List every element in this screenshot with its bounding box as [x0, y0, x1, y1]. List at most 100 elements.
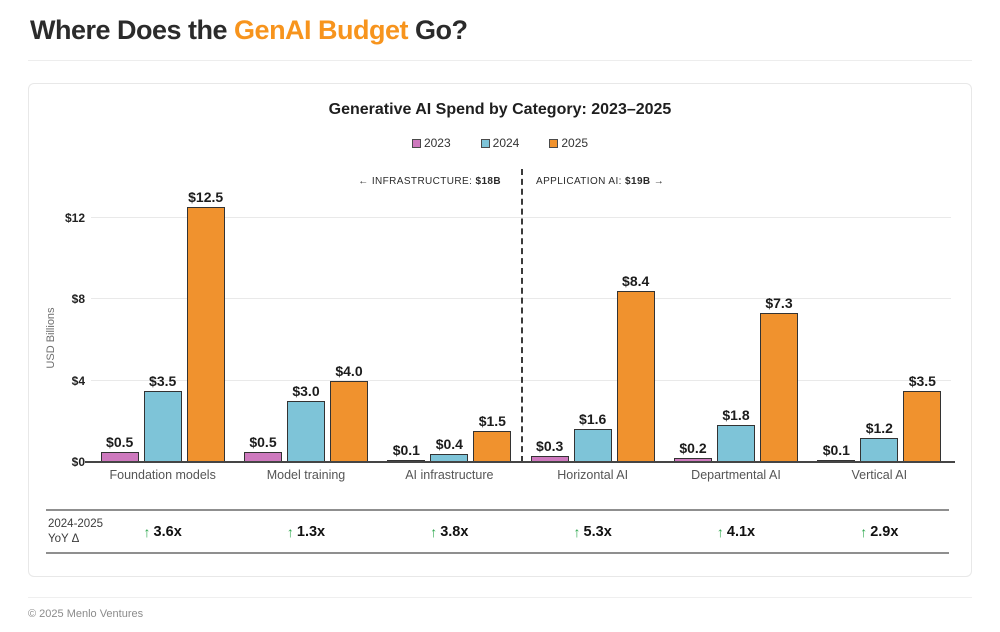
- bar-group: $0.5 $3.5 $12.5: [91, 181, 234, 462]
- annotation-application: APPLICATION AI: $19B →: [536, 176, 664, 187]
- yoy-table: 2024-2025 YoY Δ ↑ 3.6x ↑ 1.3x ↑ 3.8x ↑ 5.3x ↑ 4.1…: [46, 509, 949, 554]
- arrow-up-icon: ↑: [573, 523, 581, 540]
- category-label: Vertical AI: [851, 468, 908, 482]
- bar-2025: $3.5: [903, 373, 942, 462]
- bar-value-label: $1.5: [478, 413, 506, 430]
- yoy-cell: ↑ 1.3x: [234, 511, 377, 552]
- legend-item-2023: 2023: [411, 136, 451, 150]
- annotation-infrastructure: ← INFRASTRUCTURE: $18B: [358, 176, 501, 187]
- bar-value-label: $3.5: [149, 372, 177, 389]
- legend-swatch-icon: [411, 138, 421, 148]
- plot-area: USD Billions $0 $4 $8 $12 $0.5 $3.5 $12.5 Found…: [45, 169, 955, 482]
- bar-2023: $0.1: [387, 442, 426, 462]
- arrow-up-icon: ↑: [286, 523, 294, 540]
- legend-label: 2024: [492, 136, 520, 150]
- category-label: Departmental AI: [691, 468, 781, 482]
- legend-item-2025: 2025: [549, 136, 588, 150]
- bar-2023: $0.5: [100, 434, 139, 462]
- bar-2025: $7.3: [759, 295, 798, 462]
- bar-value-label: $7.3: [765, 295, 793, 312]
- bar-value-label: $4.0: [335, 362, 363, 379]
- bar-2023: $0.5: [243, 434, 282, 462]
- yoy-value: 1.3x: [296, 523, 326, 540]
- annotation-infrastructure-label: ← INFRASTRUCTURE:: [358, 176, 476, 187]
- bar-value-label: $3.0: [292, 382, 320, 399]
- category-label: AI infrastructure: [405, 468, 494, 482]
- bar-2023: $0.1: [817, 442, 856, 462]
- bar-value-label: $0.5: [249, 433, 277, 450]
- arrow-up-icon: ↑: [143, 523, 151, 540]
- bar-value-label: $0.2: [679, 439, 707, 456]
- annotation-application-label: APPLICATION AI:: [536, 176, 626, 187]
- yoy-row-label: 2024-2025 YoY Δ: [48, 517, 103, 547]
- yoy-cell: ↑ 5.3x: [521, 511, 664, 552]
- arrow-right-icon: →: [653, 176, 665, 187]
- bar-value-label: $0.1: [392, 441, 420, 458]
- bar-group: $0.2 $1.8 $7.3: [664, 181, 807, 462]
- yoy-value: 2.9x: [870, 523, 899, 540]
- legend-label: 2023: [423, 136, 451, 150]
- bar-2025: $8.4: [616, 273, 655, 462]
- bar-group: $0.1 $0.4 $1.5: [378, 181, 521, 462]
- yoy-value: 3.8x: [440, 523, 469, 540]
- bar-value-label: $1.6: [579, 411, 607, 428]
- yoy-cell: ↑ 2.9x: [808, 511, 951, 552]
- annotation-application-value: $19B: [625, 176, 651, 187]
- chart-card: Generative AI Spend by Category: 2023–20…: [28, 83, 972, 577]
- y-tick-label: $12: [64, 210, 85, 225]
- page-title-suffix: Go?: [408, 15, 468, 45]
- yoy-value: 5.3x: [583, 523, 612, 540]
- yoy-cell: ↑ 3.8x: [378, 511, 521, 552]
- x-axis-line: [85, 461, 955, 463]
- yoy-cell: ↑ 4.1x: [664, 511, 807, 552]
- footer-divider: [28, 597, 972, 598]
- category-label: Model training: [266, 468, 346, 482]
- yoy-row-label-line2: YoY Δ: [48, 533, 80, 545]
- bar-value-label: $1.2: [865, 419, 893, 436]
- page-title-accent: GenAI Budget: [234, 15, 409, 45]
- legend-item-2024: 2024: [480, 136, 520, 150]
- category-label: Foundation models: [109, 468, 216, 482]
- bar-2024: $3.0: [286, 383, 325, 462]
- y-tick-label: $4: [71, 373, 85, 388]
- yoy-row-label-line1: 2024-2025: [48, 518, 103, 530]
- bar-2025: $4.0: [329, 363, 368, 462]
- bar-value-label: $0.1: [822, 441, 850, 458]
- bar-2023: $0.2: [673, 440, 712, 462]
- bar-value-label: $0.4: [435, 435, 463, 452]
- bar-2023: $0.3: [530, 438, 569, 462]
- bar-group: $0.3 $1.6 $8.4: [521, 181, 664, 462]
- bar-value-label: $0.5: [106, 433, 134, 450]
- arrow-up-icon: ↑: [860, 523, 868, 540]
- yoy-value: 4.1x: [726, 523, 756, 540]
- copyright-text: © 2025 Menlo Ventures: [28, 608, 144, 620]
- bar-2024: $3.5: [143, 373, 182, 462]
- legend-swatch-icon: [480, 138, 490, 148]
- y-axis-title: USD Billions: [45, 307, 57, 369]
- page-title: Where Does the GenAI Budget Go?: [30, 15, 468, 46]
- bar-value-label: $8.4: [622, 272, 650, 289]
- bar-2024: $1.6: [573, 411, 612, 462]
- header-divider: [28, 60, 972, 61]
- chart-title: Generative AI Spend by Category: 2023–20…: [328, 101, 672, 118]
- bar-value-label: $3.5: [908, 372, 936, 389]
- page-title-prefix: Where Does the: [30, 15, 235, 45]
- chart-legend: 2023 2024 2025: [29, 136, 971, 150]
- bar-2025: $12.5: [186, 189, 225, 462]
- arrow-up-icon: ↑: [430, 523, 438, 540]
- bar-2025: $1.5: [473, 413, 512, 462]
- annotation-infrastructure-value: $18B: [475, 176, 501, 187]
- bar-2024: $0.4: [430, 436, 469, 462]
- bar-group: $0.1 $1.2 $3.5: [808, 181, 951, 462]
- infrastructure-application-divider: [521, 169, 523, 462]
- bar-2024: $1.2: [860, 420, 899, 462]
- bar-group: $0.5 $3.0 $4.0: [234, 181, 377, 462]
- category-label: Horizontal AI: [557, 468, 629, 482]
- legend-label: 2025: [561, 136, 589, 150]
- bar-value-label: $1.8: [722, 407, 750, 424]
- yoy-value: 3.6x: [153, 523, 182, 540]
- bar-value-label: $12.5: [188, 189, 224, 206]
- bar-2024: $1.8: [716, 407, 755, 462]
- y-tick-label: $0: [71, 455, 85, 469]
